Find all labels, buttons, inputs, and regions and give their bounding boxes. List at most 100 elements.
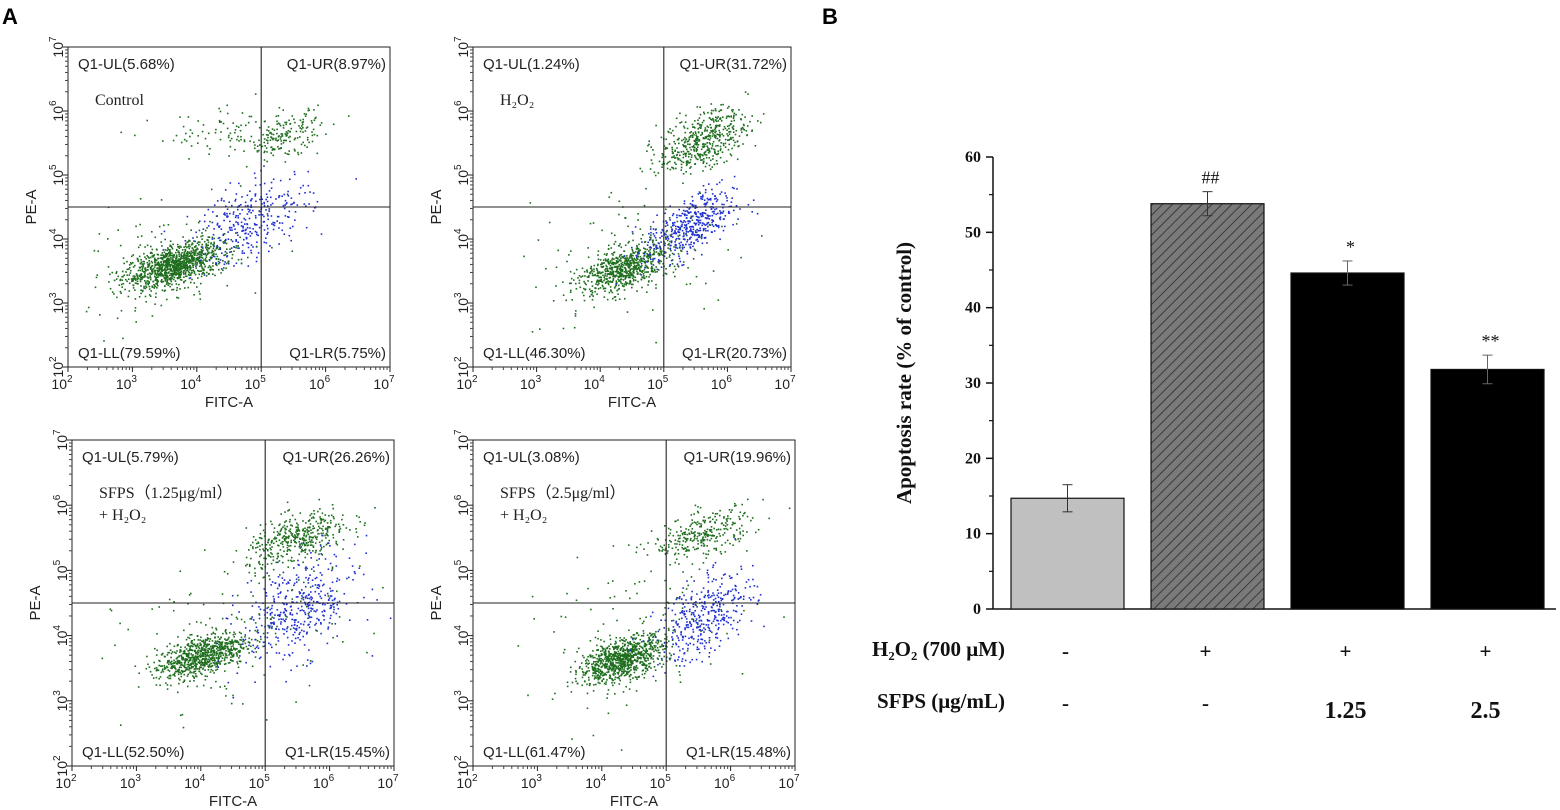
event-dot — [221, 641, 224, 643]
event-dot — [231, 640, 234, 643]
event-dot — [170, 274, 173, 276]
event-dot — [614, 234, 616, 237]
event-dot — [254, 184, 257, 187]
event-dot — [286, 542, 289, 544]
event-dot — [335, 542, 338, 545]
event-dot — [237, 221, 239, 224]
event-dot — [600, 271, 603, 274]
event-dot — [141, 270, 144, 272]
event-dot — [203, 652, 206, 654]
event-dot — [134, 307, 137, 309]
event-dot — [617, 288, 620, 291]
event-dot — [693, 140, 696, 143]
event-dot — [305, 535, 307, 538]
event-dot — [248, 637, 250, 640]
quadrant-ur-label: Q1-UR(31.72%) — [679, 56, 787, 73]
event-dot — [638, 243, 640, 246]
event-dot — [721, 133, 723, 136]
event-dot — [673, 265, 676, 268]
event-dot — [185, 223, 188, 226]
event-dot — [226, 248, 228, 250]
event-dot — [288, 119, 290, 122]
event-dot — [601, 284, 604, 287]
event-dot — [591, 269, 593, 271]
event-dot — [176, 289, 178, 292]
event-dot — [256, 150, 259, 152]
event-dot — [709, 150, 711, 153]
event-dot — [226, 639, 228, 641]
event-dot — [639, 269, 641, 272]
event-dot — [160, 280, 162, 282]
event-dot — [189, 670, 192, 673]
event-dot — [153, 269, 156, 272]
event-dot — [152, 256, 154, 258]
event-dot — [591, 299, 594, 301]
event-dot — [605, 264, 607, 267]
event-dot — [609, 264, 612, 267]
event-dot — [544, 347, 547, 350]
event-dot — [607, 262, 610, 265]
event-dot — [655, 248, 657, 250]
event-dot — [278, 560, 281, 562]
event-dot — [271, 246, 273, 249]
event-dot — [156, 282, 159, 284]
event-dot — [223, 648, 225, 651]
event-dot — [198, 265, 201, 268]
event-dot — [199, 270, 201, 273]
event-dot — [614, 276, 617, 278]
event-dot — [568, 282, 571, 285]
event-dot — [267, 539, 270, 541]
event-dot — [718, 125, 721, 127]
event-dot — [134, 264, 136, 267]
event-dot — [270, 204, 272, 206]
event-dot — [633, 261, 635, 264]
event-dot — [210, 245, 212, 248]
event-dot — [574, 315, 577, 317]
event-dot — [247, 242, 250, 245]
event-dot — [190, 642, 193, 644]
event-dot — [137, 260, 140, 263]
event-dot — [245, 124, 247, 127]
event-dot — [597, 264, 599, 267]
event-dot — [728, 139, 730, 141]
event-dot — [718, 118, 721, 120]
event-dot — [168, 252, 170, 254]
event-dot — [283, 538, 286, 540]
event-dot — [636, 247, 639, 250]
event-dot — [161, 267, 163, 269]
event-dot — [156, 276, 158, 279]
event-dot — [695, 231, 697, 233]
event-dot — [738, 135, 741, 137]
event-dot — [192, 663, 195, 665]
event-dot — [631, 268, 634, 270]
event-dot — [715, 207, 718, 210]
event-dot — [652, 149, 654, 151]
event-dot — [596, 272, 599, 275]
event-dot — [154, 285, 157, 288]
event-dot — [177, 265, 179, 268]
event-dot — [200, 252, 202, 254]
event-dot — [705, 282, 707, 285]
event-dot — [734, 133, 737, 136]
event-dot — [202, 271, 204, 274]
event-dot — [181, 671, 184, 674]
event-dot — [167, 282, 169, 284]
event-dot — [702, 222, 704, 224]
event-dot — [103, 340, 105, 342]
event-dot — [345, 527, 348, 529]
event-dot — [194, 252, 196, 255]
event-dot — [188, 669, 190, 671]
event-dot — [307, 170, 309, 173]
event-dot — [316, 200, 319, 203]
event-dot — [669, 168, 672, 171]
event-dot — [205, 648, 207, 651]
event-dot — [709, 199, 712, 201]
event-dot — [278, 135, 280, 137]
event-dot — [652, 233, 655, 235]
event-dot — [187, 673, 189, 676]
event-dot — [176, 287, 178, 289]
event-dot — [237, 216, 240, 219]
event-dot — [670, 230, 673, 233]
event-dot — [724, 192, 726, 194]
event-dot — [198, 260, 200, 262]
